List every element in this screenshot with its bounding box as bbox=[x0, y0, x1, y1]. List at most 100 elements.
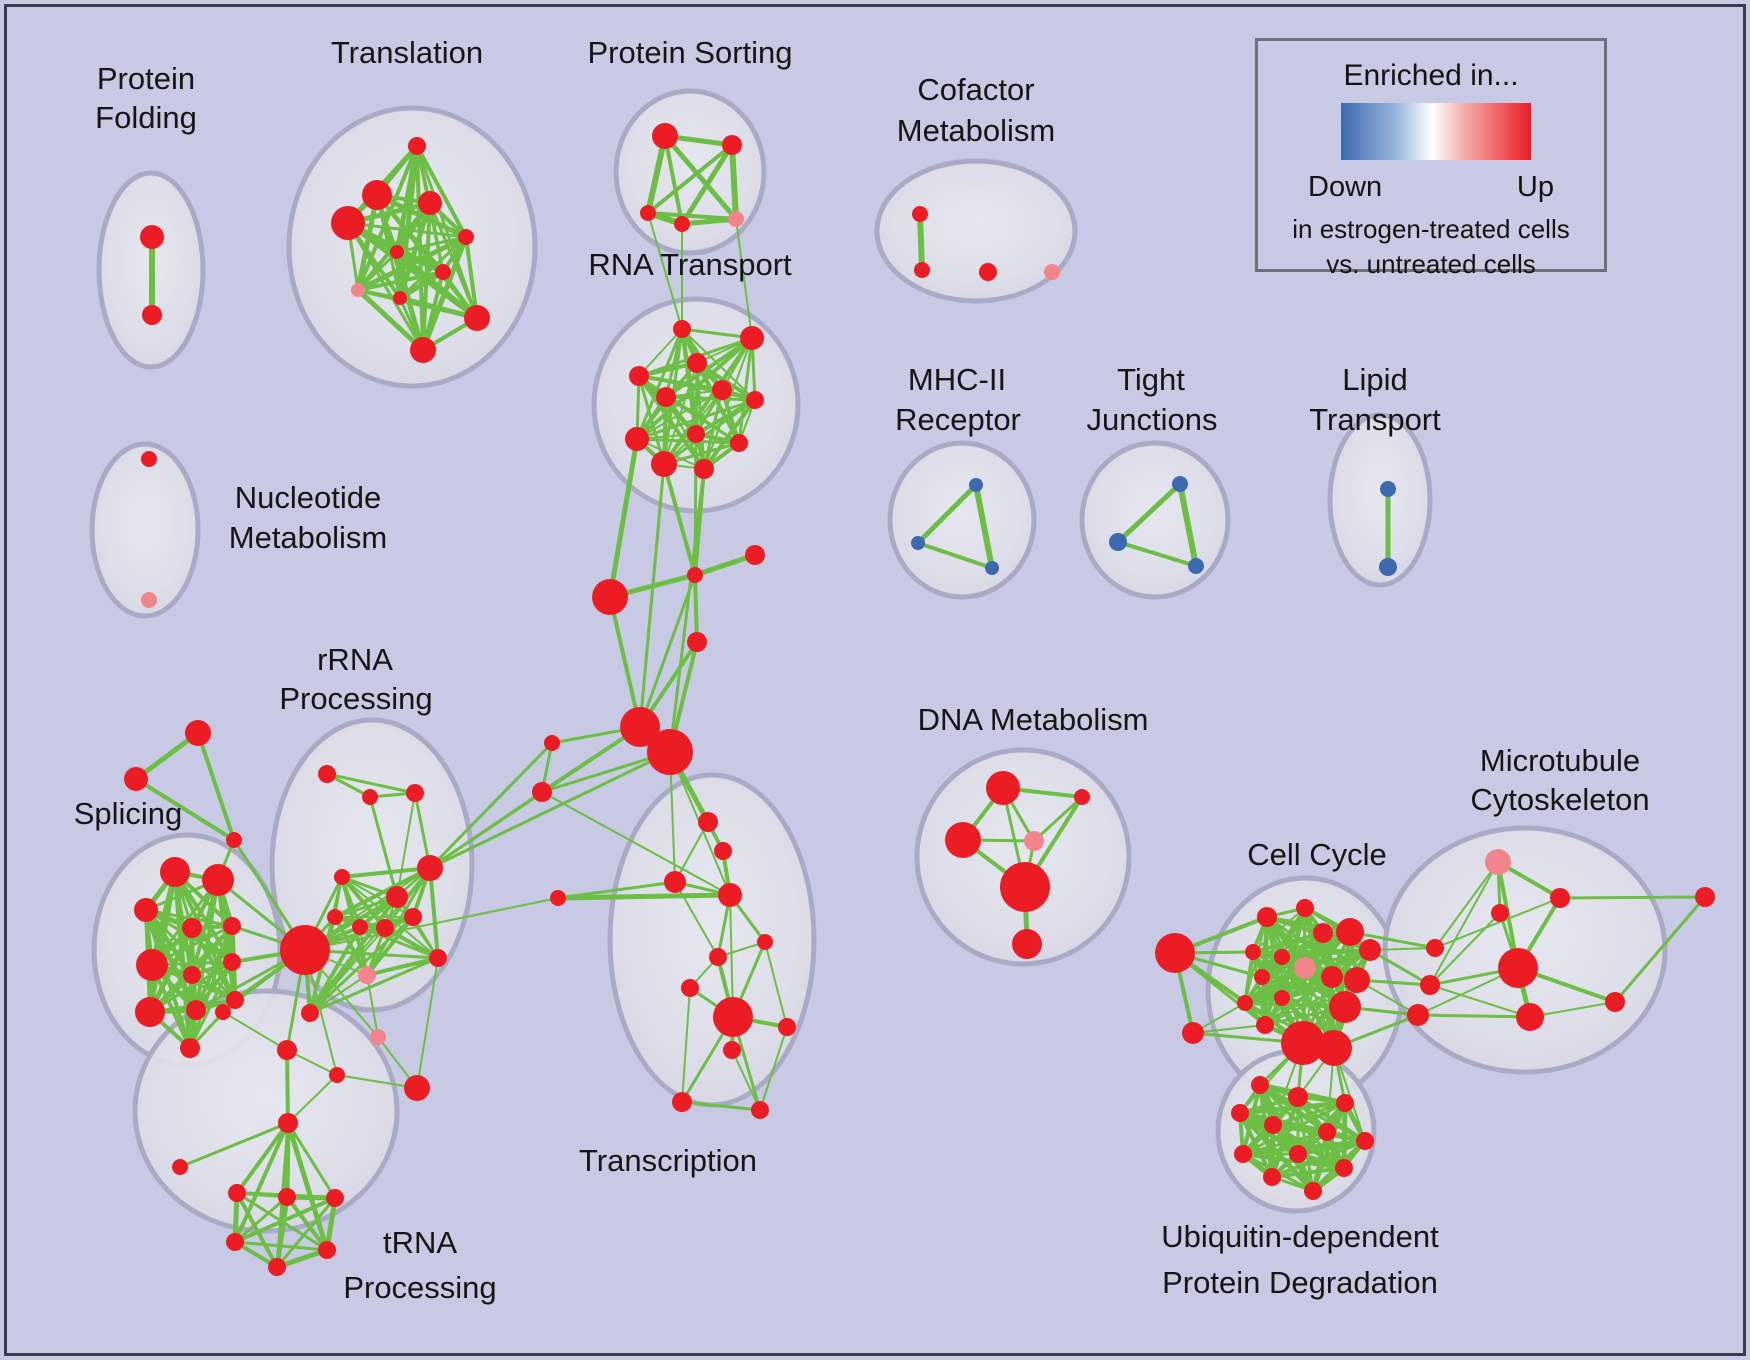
cluster-label: Protein bbox=[97, 61, 195, 96]
node-s7 bbox=[223, 953, 241, 971]
cluster-ellipse-lipid-transport bbox=[1327, 412, 1433, 588]
edge bbox=[233, 1196, 337, 1244]
edge bbox=[143, 907, 199, 1013]
node-d1 bbox=[1074, 789, 1090, 805]
edge bbox=[915, 482, 979, 546]
node-z0 bbox=[592, 579, 628, 615]
node-lt0 bbox=[1380, 481, 1396, 497]
node-tj2 bbox=[1188, 558, 1204, 574]
edge bbox=[664, 336, 754, 399]
node-u7 bbox=[1234, 1145, 1252, 1163]
edge bbox=[916, 541, 994, 570]
edge bbox=[541, 791, 731, 896]
edge bbox=[421, 270, 445, 352]
node-ps0 bbox=[652, 123, 678, 149]
node-td bbox=[226, 1233, 244, 1251]
node-g3 bbox=[334, 869, 350, 885]
node-m0 bbox=[969, 478, 983, 492]
node-u6 bbox=[1356, 1132, 1374, 1150]
edge bbox=[1116, 540, 1198, 568]
edge bbox=[702, 398, 757, 471]
edge bbox=[333, 866, 432, 919]
node-t5 bbox=[390, 245, 404, 259]
node-g0 bbox=[318, 765, 336, 783]
node-tr6 bbox=[681, 979, 699, 997]
edge bbox=[647, 212, 683, 330]
node-p4n bbox=[370, 1029, 386, 1045]
node-t1 bbox=[362, 180, 392, 210]
cluster-label: Nucleotide bbox=[235, 480, 381, 515]
edge bbox=[285, 1048, 290, 1125]
edge bbox=[428, 741, 554, 870]
edge bbox=[394, 249, 480, 321]
edge bbox=[286, 1121, 337, 1200]
edge bbox=[679, 216, 739, 227]
edge bbox=[464, 235, 479, 320]
node-tr10 bbox=[751, 1101, 769, 1119]
edge bbox=[662, 133, 739, 222]
node-t4 bbox=[458, 229, 474, 245]
cluster-label: Cytoskeleton bbox=[1470, 782, 1649, 817]
node-g7 bbox=[352, 919, 368, 935]
node-g2 bbox=[406, 784, 424, 802]
node-cf0 bbox=[912, 206, 928, 222]
edge bbox=[917, 211, 925, 273]
node-x1 bbox=[124, 767, 148, 791]
edge bbox=[680, 1100, 762, 1112]
node-mt1 bbox=[1491, 904, 1509, 922]
node-cr0 bbox=[1420, 975, 1440, 995]
edge bbox=[764, 941, 788, 1028]
cluster-label: Processing bbox=[343, 1270, 496, 1305]
edge bbox=[1241, 1130, 1329, 1156]
legend-up-label: Up bbox=[1516, 171, 1554, 203]
node-r4 bbox=[656, 387, 676, 407]
edge bbox=[355, 287, 426, 353]
edge bbox=[287, 1074, 338, 1124]
node-g4 bbox=[386, 886, 408, 908]
cluster-label: Transport bbox=[1309, 402, 1441, 437]
node-g12 bbox=[301, 1004, 319, 1022]
edge bbox=[416, 957, 439, 1089]
node-cc0 bbox=[1257, 907, 1277, 927]
cluster-label: Cell Cycle bbox=[1247, 837, 1387, 872]
edge bbox=[1558, 895, 1707, 900]
cluster-label: Tight bbox=[1117, 362, 1185, 397]
edge bbox=[1270, 1166, 1346, 1179]
cluster-label: Protein Sorting bbox=[587, 35, 792, 70]
cluster-label: MHC-II bbox=[908, 362, 1006, 397]
node-cc4 bbox=[1254, 969, 1270, 985]
node-x0 bbox=[185, 720, 211, 746]
cluster-label: Metabolism bbox=[897, 113, 1056, 148]
edge bbox=[395, 235, 468, 254]
legend-caption-line1: in estrogen-treated cells bbox=[1292, 214, 1570, 244]
edge bbox=[1243, 950, 1255, 1005]
edge bbox=[1237, 1100, 1348, 1116]
cluster-label: DNA Metabolism bbox=[918, 702, 1149, 737]
node-m2n bbox=[329, 1067, 345, 1083]
node-s1 bbox=[202, 864, 234, 896]
node-nm0 bbox=[141, 451, 157, 467]
node-cch2 bbox=[1316, 1030, 1352, 1066]
edge bbox=[285, 1120, 330, 1253]
edge bbox=[679, 142, 735, 227]
node-pf1 bbox=[142, 305, 162, 325]
edge bbox=[636, 389, 723, 440]
edge bbox=[1429, 861, 1499, 986]
node-g8 bbox=[376, 919, 394, 937]
legend-title: Enriched in... bbox=[1343, 59, 1519, 92]
node-ccp bbox=[1294, 957, 1316, 979]
node-u3 bbox=[1231, 1104, 1249, 1122]
edge bbox=[222, 1011, 288, 1051]
node-s10 bbox=[226, 991, 244, 1009]
edge bbox=[638, 462, 666, 729]
cluster-label: Cofactor bbox=[917, 72, 1034, 107]
node-cr2 bbox=[1426, 939, 1444, 957]
legend-caption-line2: vs. untreated cells bbox=[1326, 249, 1536, 279]
node-m3n bbox=[404, 1075, 430, 1101]
node-tr9 bbox=[672, 1092, 692, 1112]
edge bbox=[355, 192, 380, 293]
node-r1 bbox=[740, 326, 764, 350]
cluster-label: Metabolism bbox=[229, 520, 388, 555]
edge bbox=[1529, 1001, 1616, 1018]
